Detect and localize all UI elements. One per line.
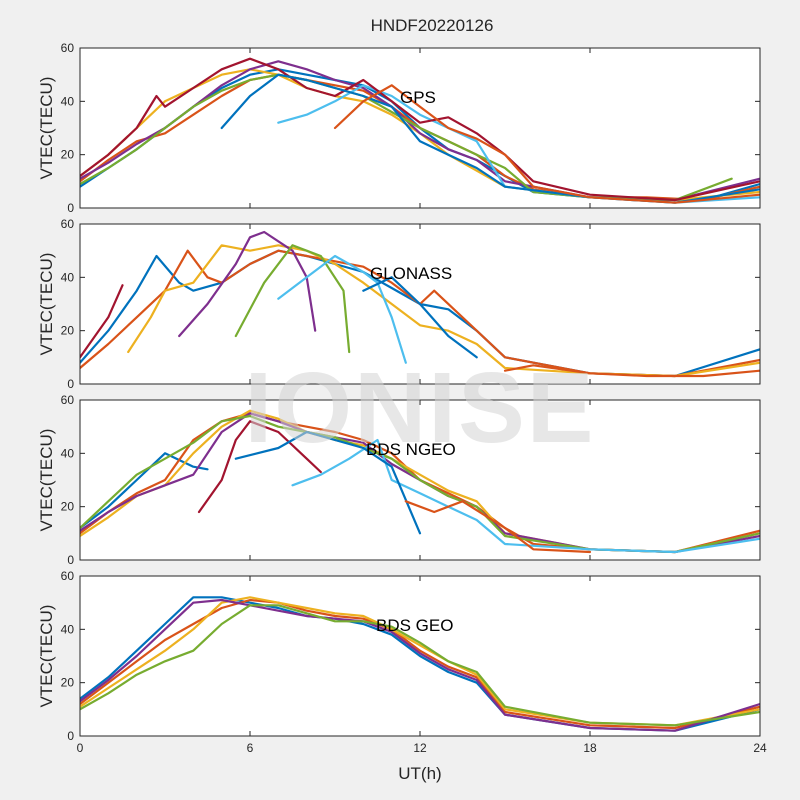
series-group [80, 57, 760, 204]
panel: 0 20 40 60 0 6 12 18 24 VTEC(TECU) BDS GEO [37, 569, 767, 755]
x-tick-label: 0 [77, 741, 84, 755]
y-tick-label: 0 [67, 729, 74, 743]
series-line [291, 438, 760, 554]
y-tick-label: 0 [67, 553, 74, 567]
series-line [362, 276, 478, 359]
panel-label: BDS GEO [376, 616, 453, 635]
series-line [503, 364, 760, 378]
series-group [80, 230, 760, 378]
y-tick-label: 60 [61, 217, 75, 231]
series-line [234, 244, 351, 354]
panel-label: GPS [400, 88, 436, 107]
x-tick-label: 12 [413, 741, 427, 755]
y-axis-label: VTEC(TECU) [37, 253, 56, 356]
y-tick-label: 40 [61, 270, 75, 284]
y-axis-label: VTEC(TECU) [37, 77, 56, 180]
y-tick-label: 40 [61, 622, 75, 636]
y-axis-label: VTEC(TECU) [37, 429, 56, 532]
series-line [178, 230, 317, 338]
series-line [197, 420, 322, 514]
series-line [404, 500, 592, 554]
y-tick-label: 0 [67, 377, 74, 391]
panel: 0 20 40 60 VTEC(TECU) GPS [37, 41, 761, 215]
series-group [80, 409, 760, 554]
watermark: IONISE [245, 352, 596, 464]
series-line [80, 57, 760, 202]
x-tick-label: 18 [583, 741, 597, 755]
y-axis-label: VTEC(TECU) [37, 605, 56, 708]
series-line [80, 414, 760, 554]
series-line [80, 604, 760, 727]
y-tick-label: 60 [61, 41, 75, 55]
y-tick-label: 0 [67, 201, 74, 215]
figure-title: HNDF20220126 [371, 16, 494, 35]
series-line [80, 598, 760, 730]
series-line [80, 284, 124, 359]
y-tick-label: 60 [61, 393, 75, 407]
series-line [80, 598, 760, 732]
y-tick-label: 40 [61, 446, 75, 460]
y-tick-label: 20 [61, 148, 75, 162]
panel-label: BDS NGEO [366, 440, 456, 459]
panel: 0 20 40 60 VTEC(TECU) GLONASS [37, 217, 761, 391]
y-tick-label: 20 [61, 324, 75, 338]
series-line [80, 249, 760, 378]
panel-label: GLONASS [370, 264, 452, 283]
series-line [277, 254, 407, 364]
series-line [333, 84, 760, 204]
y-tick-label: 20 [61, 500, 75, 514]
x-axis-label: UT(h) [398, 764, 441, 783]
series-line [234, 430, 422, 535]
series-line [80, 596, 760, 727]
series-line [80, 412, 760, 554]
y-tick-label: 40 [61, 94, 75, 108]
y-tick-label: 20 [61, 676, 75, 690]
y-tick-label: 60 [61, 569, 75, 583]
panel: 0 20 40 60 VTEC(TECU) BDS NGEO [37, 393, 761, 567]
series-group [80, 596, 760, 732]
x-tick-label: 24 [753, 741, 767, 755]
x-tick-label: 6 [247, 741, 254, 755]
